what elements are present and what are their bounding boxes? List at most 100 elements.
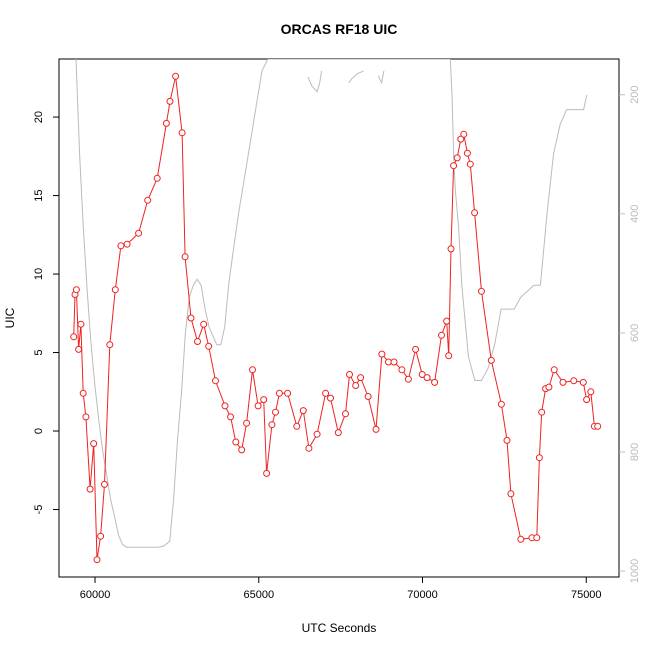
x-axis: 60000 65000 70000 75000: [80, 577, 602, 601]
data-point: [263, 469, 271, 477]
data-point: [72, 286, 80, 294]
data-point: [232, 438, 240, 446]
data-point: [327, 394, 334, 402]
data-point: [101, 480, 108, 488]
data-point: [268, 421, 276, 429]
data-point: [342, 410, 349, 418]
data-point: [352, 382, 360, 389]
data-point: [587, 388, 595, 396]
plot-frame: [58, 58, 620, 578]
data-point: [487, 356, 495, 364]
gray-series-segment: [307, 70, 323, 93]
y-tick-label: -5: [33, 505, 45, 515]
red-series-line: [73, 76, 598, 560]
data-point: [453, 154, 461, 162]
data-point: [322, 389, 330, 397]
data-point: [447, 245, 455, 253]
data-point: [423, 374, 431, 382]
y-tick-label: 20: [33, 111, 45, 123]
data-point: [346, 371, 353, 378]
y2-tick-label: 400: [629, 205, 641, 223]
gray-series-segment: [377, 70, 385, 85]
data-point: [187, 314, 195, 322]
data-point: [478, 287, 485, 295]
data-point: [227, 413, 235, 421]
data-point: [460, 130, 468, 138]
y-tick-label: 15: [33, 189, 45, 201]
data-point: [293, 422, 301, 430]
data-point: [538, 408, 546, 416]
data-point: [545, 383, 553, 391]
data-point: [583, 396, 591, 404]
data-point: [418, 371, 426, 378]
data-point: [86, 485, 94, 493]
data-point: [594, 422, 602, 430]
data-point: [305, 444, 313, 452]
data-point: [533, 534, 541, 542]
data-point: [238, 446, 246, 454]
x-tick-label: 60000: [80, 589, 111, 601]
data-point: [313, 430, 321, 438]
y-axis-label: UIC: [3, 307, 17, 328]
data-point: [431, 378, 439, 386]
data-point: [205, 342, 213, 350]
data-point: [497, 400, 505, 408]
data-point: [272, 408, 279, 416]
data-point: [106, 341, 114, 349]
data-point: [93, 556, 101, 564]
data-point: [135, 229, 143, 237]
data-point: [412, 345, 420, 353]
data-point: [450, 162, 458, 170]
data-point: [243, 419, 251, 427]
data-point: [162, 119, 170, 127]
data-point: [111, 286, 119, 294]
gray-series-segment: [348, 70, 364, 84]
data-point: [70, 333, 78, 341]
data-point: [390, 358, 398, 366]
data-point: [200, 320, 208, 328]
x-tick-label: 70000: [407, 589, 438, 601]
data-point: [82, 413, 90, 421]
gray-series-layer: [75, 59, 588, 548]
data-point: [284, 389, 292, 397]
data-point: [249, 366, 256, 374]
data-point: [372, 425, 380, 433]
y-tick-label: 10: [33, 268, 45, 280]
data-point: [517, 535, 525, 543]
y-axis: -5 0 5 10 15 20: [33, 111, 59, 514]
data-point: [178, 129, 186, 137]
data-point: [299, 407, 307, 415]
y2-tick-label: 200: [629, 86, 641, 104]
data-point: [438, 331, 445, 339]
y-tick-label: 5: [33, 349, 45, 355]
data-point: [117, 242, 125, 250]
data-point: [181, 253, 189, 261]
data-point: [570, 377, 578, 385]
y2-tick-label: 1000: [629, 559, 641, 583]
data-point: [471, 209, 479, 217]
data-point: [97, 532, 105, 540]
data-point: [503, 436, 511, 444]
data-point: [507, 490, 515, 498]
data-point: [79, 389, 87, 397]
data-point: [77, 320, 85, 328]
data-point: [153, 174, 161, 182]
data-point: [212, 377, 219, 385]
data-point: [466, 160, 474, 168]
data-point: [254, 402, 262, 410]
data-point: [172, 72, 180, 80]
data-point: [194, 338, 201, 345]
data-point: [357, 374, 365, 382]
data-point: [579, 378, 587, 386]
x-tick-label: 65000: [243, 589, 274, 601]
data-point: [260, 396, 268, 404]
data-point: [559, 378, 567, 386]
data-point: [404, 375, 412, 383]
chart-title: ORCAS RF18 UIC: [281, 21, 398, 37]
x-tick-label: 75000: [571, 589, 602, 601]
data-point: [463, 149, 471, 157]
data-point: [144, 196, 152, 204]
gray-series-line: [75, 59, 588, 548]
data-point: [75, 345, 83, 353]
